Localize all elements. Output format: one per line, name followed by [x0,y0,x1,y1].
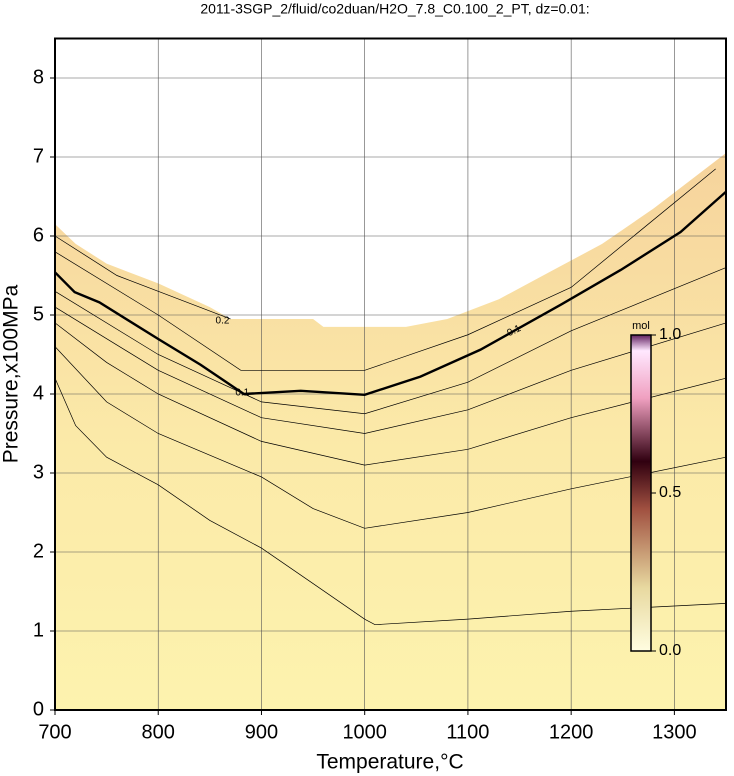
colorbar-tick-label: 0.0 [659,642,681,659]
x-tick-label: 1300 [652,721,697,743]
x-tick-label: 700 [38,721,71,743]
contour-line [54,306,727,434]
colorbar-tick-label: 1.0 [659,326,681,343]
contour-line [54,267,727,415]
y-tick-label: 0 [33,698,44,720]
contour-label: 0.1 [505,323,523,339]
contour-label: 0.2 [216,316,230,327]
colorbar-label: mol [632,320,650,332]
y-tick-label: 6 [33,224,44,246]
contour-line [54,346,727,529]
x-tick-label: 1100 [446,721,489,743]
x-tick-label: 800 [142,721,175,743]
x-tick-label: 1000 [342,721,387,743]
contour-line [54,322,727,466]
contour-line [54,168,716,371]
data-region [55,153,726,711]
y-tick-label: 4 [33,382,44,404]
plot-frame [54,37,727,711]
x-axis-label: Temperature,°C [316,751,463,774]
y-tick-label: 1 [33,619,44,641]
contour-line [54,235,231,320]
y-tick-label: 5 [33,303,44,325]
y-tick-label: 2 [33,540,44,562]
x-tick-label: 1200 [549,721,594,743]
colorbar-tick-label: 0.5 [659,484,681,501]
contour-line [54,378,727,626]
contour-label: 0.1 [235,388,249,399]
y-axis-label: Pressure,x100MPa [0,284,23,463]
y-tick-label: 7 [33,145,44,167]
chart-title: 2011-3SGP_2/fluid/co2duan/H2O_7.8_C0.100… [200,1,589,17]
y-tick-label: 3 [33,461,44,483]
y-tick-label: 8 [33,66,44,88]
colorbar [630,334,652,652]
x-tick-label: 900 [245,721,278,743]
contour-line [54,190,727,397]
